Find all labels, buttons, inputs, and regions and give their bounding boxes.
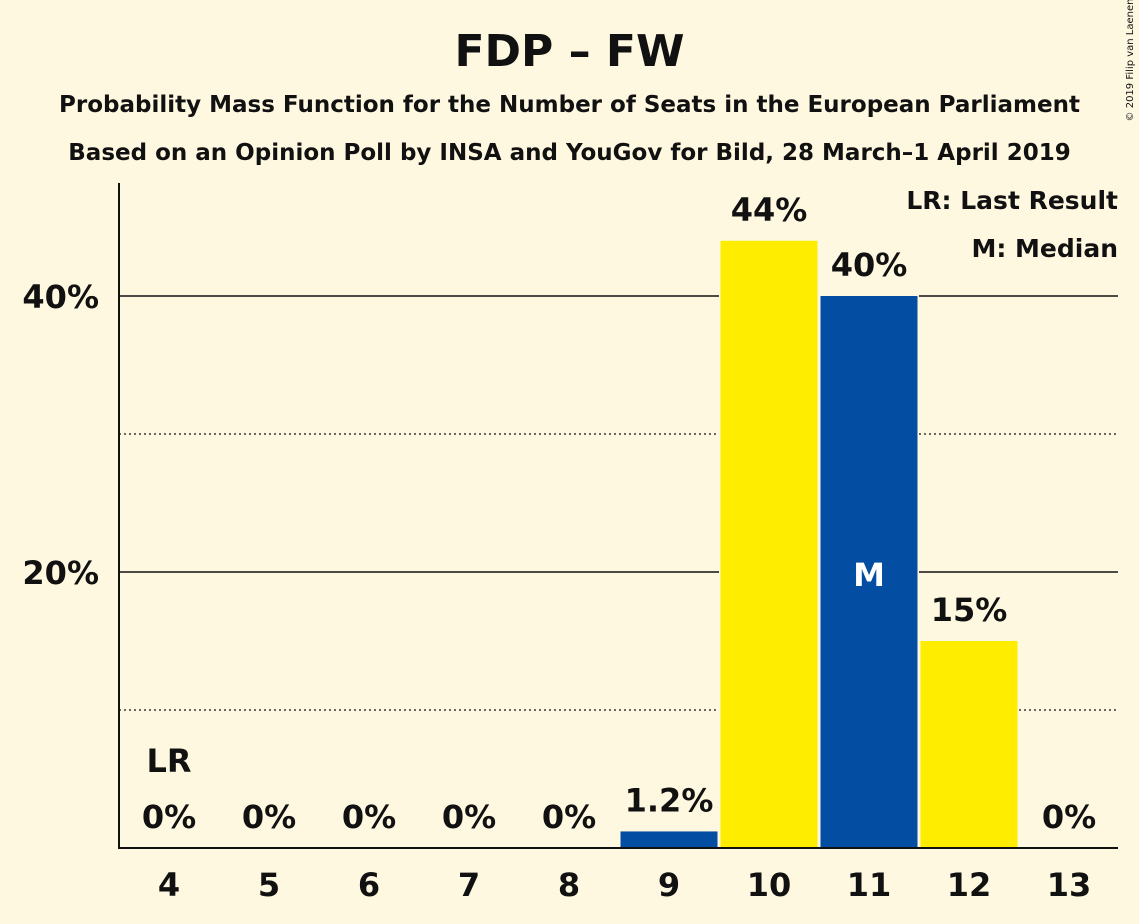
x-tick-label: 4 (158, 866, 180, 904)
x-tick-label: 5 (258, 866, 280, 904)
x-axis-ticks: 4 5 6 7 8 9 10 11 12 13 (158, 866, 1091, 904)
x-tick-label: 7 (458, 866, 480, 904)
bars (619, 238, 1019, 849)
value-label-9: 1.2% (625, 781, 714, 819)
value-label-12: 15% (931, 591, 1008, 629)
x-tick-label: 9 (658, 866, 680, 904)
value-label-13: 0% (1042, 798, 1096, 836)
bar-seats-11 (820, 296, 918, 848)
y-tick-label: 20% (22, 554, 99, 592)
value-label-7: 0% (442, 798, 496, 836)
data-labels: 0% LR 0% 0% 0% 0% 1.2% 44% 40% M 15% 0% (142, 191, 1096, 836)
copyright-notice: © 2019 Filip van Laenen (1125, 0, 1136, 121)
x-tick-label: 12 (947, 866, 992, 904)
chart-title: FDP – FW (454, 26, 684, 77)
y-axis-ticks: 20% 40% (22, 278, 99, 592)
x-tick-label: 10 (747, 866, 792, 904)
value-label-10: 44% (731, 191, 808, 229)
bar-seats-9 (620, 831, 718, 848)
median-marker: M (853, 556, 885, 594)
legend-median: M: Median (971, 234, 1118, 263)
value-label-4: 0% (142, 798, 196, 836)
value-label-6: 0% (342, 798, 396, 836)
bar-seats-10 (720, 240, 818, 849)
x-tick-label: 13 (1047, 866, 1092, 904)
legend-last-result: LR: Last Result (906, 186, 1118, 215)
y-tick-label: 40% (22, 278, 99, 316)
x-tick-label: 11 (847, 866, 892, 904)
chart-subtitle-line1: Probability Mass Function for the Number… (59, 92, 1080, 118)
last-result-marker: LR (146, 742, 191, 780)
value-label-5: 0% (242, 798, 296, 836)
value-label-8: 0% (542, 798, 596, 836)
grid (119, 295, 1118, 711)
value-label-11: 40% (831, 246, 908, 284)
x-tick-label: 6 (358, 866, 380, 904)
bar-seats-12 (920, 641, 1018, 848)
chart-subtitle-line2: Based on an Opinion Poll by INSA and You… (68, 140, 1070, 166)
x-tick-label: 8 (558, 866, 580, 904)
